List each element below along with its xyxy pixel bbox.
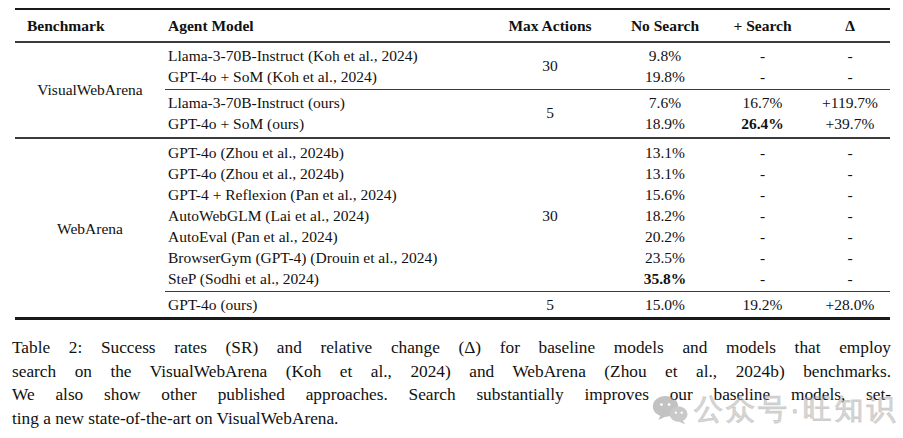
no-search-cell: 19.8% — [615, 66, 715, 87]
caption-line: Table 2: Success rates (SR) and relative… — [12, 336, 891, 360]
no-search-column: 15.0% — [615, 294, 715, 315]
header-delta: Δ — [810, 17, 890, 35]
delta-cell: - — [810, 184, 890, 205]
delta-cell: - — [810, 247, 890, 268]
agent-model-cell: GPT-4 + Reflexion (Pan et al., 2024) — [165, 184, 485, 205]
search-cell: - — [715, 226, 810, 247]
delta-cell: +39.7% — [810, 113, 890, 134]
search-column: 16.7%26.4% — [715, 92, 810, 134]
agent-model-column: GPT-4o (Zhou et al., 2024b)GPT-4o (Zhou … — [165, 142, 485, 289]
agent-model-cell: Llama-3-70B-Instruct (Koh et al., 2024) — [165, 45, 485, 66]
caption-line: ting a new state-of-the-art on VisualWeb… — [12, 407, 891, 431]
delta-cell: - — [810, 205, 890, 226]
benchmark-section: WebArenaGPT-4o (Zhou et al., 2024b)GPT-4… — [15, 140, 890, 317]
max-actions-cell: 5 — [485, 294, 615, 315]
delta-column: +119.7%+39.7% — [810, 92, 890, 134]
search-cell: - — [715, 163, 810, 184]
row-group: GPT-4o (Zhou et al., 2024b)GPT-4o (Zhou … — [165, 140, 890, 291]
search-cell: - — [715, 268, 810, 289]
table-header-row: Benchmark Agent Model Max Actions No Sea… — [15, 10, 890, 41]
search-column: ------- — [715, 142, 810, 289]
header-max-actions: Max Actions — [485, 17, 615, 35]
benchmark-label: WebArena — [15, 140, 165, 317]
agent-model-cell: GPT-4o (Zhou et al., 2024b) — [165, 142, 485, 163]
agent-model-cell: GPT-4o (Zhou et al., 2024b) — [165, 163, 485, 184]
no-search-cell: 18.2% — [615, 205, 715, 226]
no-search-column: 9.8%19.8% — [615, 45, 715, 87]
agent-model-cell: AutoEval (Pan et al., 2024) — [165, 226, 485, 247]
table-body: VisualWebArenaLlama-3-70B-Instruct (Koh … — [15, 43, 890, 317]
agent-model-cell: SteP (Sodhi et al., 2024) — [165, 268, 485, 289]
agent-model-cell: GPT-4o (ours) — [165, 294, 485, 315]
agent-model-cell: BrowserGym (GPT-4) (Drouin et al., 2024) — [165, 247, 485, 268]
delta-cell: +119.7% — [810, 92, 890, 113]
search-cell: 16.7% — [715, 92, 810, 113]
no-search-cell: 15.6% — [615, 184, 715, 205]
results-table: Benchmark Agent Model Max Actions No Sea… — [15, 8, 890, 320]
agent-model-column: GPT-4o (ours) — [165, 294, 485, 315]
no-search-cell: 23.5% — [615, 247, 715, 268]
caption-line: We also show other published approaches.… — [12, 383, 891, 407]
no-search-column: 13.1%13.1%15.6%18.2%20.2%23.5%35.8% — [615, 142, 715, 289]
no-search-cell: 13.1% — [615, 163, 715, 184]
header-plus-search: + Search — [715, 17, 810, 35]
agent-model-cell: Llama-3-70B-Instruct (ours) — [165, 92, 485, 113]
search-cell: - — [715, 142, 810, 163]
search-cell: 19.2% — [715, 294, 810, 315]
delta-cell: - — [810, 268, 890, 289]
no-search-cell: 35.8% — [615, 268, 715, 289]
delta-cell: - — [810, 66, 890, 87]
search-cell: - — [715, 205, 810, 226]
benchmark-section: VisualWebArenaLlama-3-70B-Instruct (Koh … — [15, 43, 890, 136]
search-cell: - — [715, 66, 810, 87]
header-agent-model: Agent Model — [165, 17, 485, 35]
delta-cell: - — [810, 142, 890, 163]
table-caption: Table 2: Success rates (SR) and relative… — [12, 336, 891, 430]
delta-cell: - — [810, 45, 890, 66]
row-group: GPT-4o (ours)515.0%19.2%+28.0% — [165, 292, 890, 317]
max-actions-cell: 5 — [485, 92, 615, 134]
header-benchmark: Benchmark — [15, 17, 165, 35]
section-divider — [15, 137, 890, 139]
search-cell: 26.4% — [715, 113, 810, 134]
row-group: Llama-3-70B-Instruct (ours)GPT-4o + SoM … — [165, 90, 890, 136]
delta-cell: - — [810, 226, 890, 247]
no-search-cell: 20.2% — [615, 226, 715, 247]
section-content: Llama-3-70B-Instruct (Koh et al., 2024)G… — [165, 43, 890, 136]
agent-model-column: Llama-3-70B-Instruct (ours)GPT-4o + SoM … — [165, 92, 485, 134]
no-search-cell: 18.9% — [615, 113, 715, 134]
search-cell: - — [715, 247, 810, 268]
no-search-cell: 7.6% — [615, 92, 715, 113]
search-cell: - — [715, 45, 810, 66]
header-no-search: No Search — [615, 17, 715, 35]
max-actions-cell: 30 — [485, 142, 615, 289]
no-search-column: 7.6%18.9% — [615, 92, 715, 134]
delta-cell: +28.0% — [810, 294, 890, 315]
caption-line: search on the VisualWebArena (Koh et al.… — [12, 360, 891, 384]
delta-cell: - — [810, 163, 890, 184]
delta-column: ------- — [810, 142, 890, 289]
no-search-cell: 15.0% — [615, 294, 715, 315]
agent-model-cell: AutoWebGLM (Lai et al., 2024) — [165, 205, 485, 226]
search-cell: - — [715, 184, 810, 205]
delta-column: -- — [810, 45, 890, 87]
max-actions-cell: 30 — [485, 45, 615, 87]
row-group: Llama-3-70B-Instruct (Koh et al., 2024)G… — [165, 43, 890, 89]
bottom-rule — [15, 317, 890, 320]
benchmark-label: VisualWebArena — [15, 43, 165, 136]
section-content: GPT-4o (Zhou et al., 2024b)GPT-4o (Zhou … — [165, 140, 890, 317]
agent-model-cell: GPT-4o + SoM (Koh et al., 2024) — [165, 66, 485, 87]
agent-model-cell: GPT-4o + SoM (ours) — [165, 113, 485, 134]
search-column: -- — [715, 45, 810, 87]
no-search-cell: 13.1% — [615, 142, 715, 163]
agent-model-column: Llama-3-70B-Instruct (Koh et al., 2024)G… — [165, 45, 485, 87]
search-column: 19.2% — [715, 294, 810, 315]
no-search-cell: 9.8% — [615, 45, 715, 66]
delta-column: +28.0% — [810, 294, 890, 315]
